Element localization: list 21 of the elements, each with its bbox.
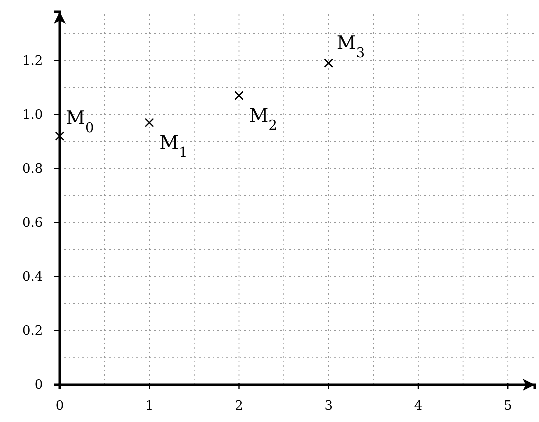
y-tick-label: 1.0: [22, 108, 44, 123]
y-tick-label: 0.8: [22, 162, 44, 177]
y-tick-label: 0.6: [22, 216, 44, 231]
annotation: M$_{2}$: [249, 104, 278, 134]
y-tick-label: 1.2: [22, 54, 44, 69]
annotation: M$_{0}$: [66, 107, 94, 136]
annotation: M$_{1}$: [160, 132, 188, 161]
x-tick-label: 4: [414, 399, 423, 414]
x-tick-label: 5: [504, 399, 512, 414]
x-tick-label: 0: [56, 399, 64, 414]
y-tick-label: 0: [34, 378, 44, 394]
annotation: M$_{3}$: [336, 32, 366, 62]
point: [144, 118, 154, 128]
point: [324, 58, 334, 68]
x-tick-label: 3: [324, 399, 334, 414]
point: [55, 132, 65, 141]
x-tick-label: 1: [145, 399, 154, 414]
y-tick-label: 0.4: [22, 270, 44, 286]
x-tick-label: 2: [235, 399, 244, 414]
point: [234, 91, 244, 100]
y-tick-label: 0.2: [22, 324, 44, 340]
